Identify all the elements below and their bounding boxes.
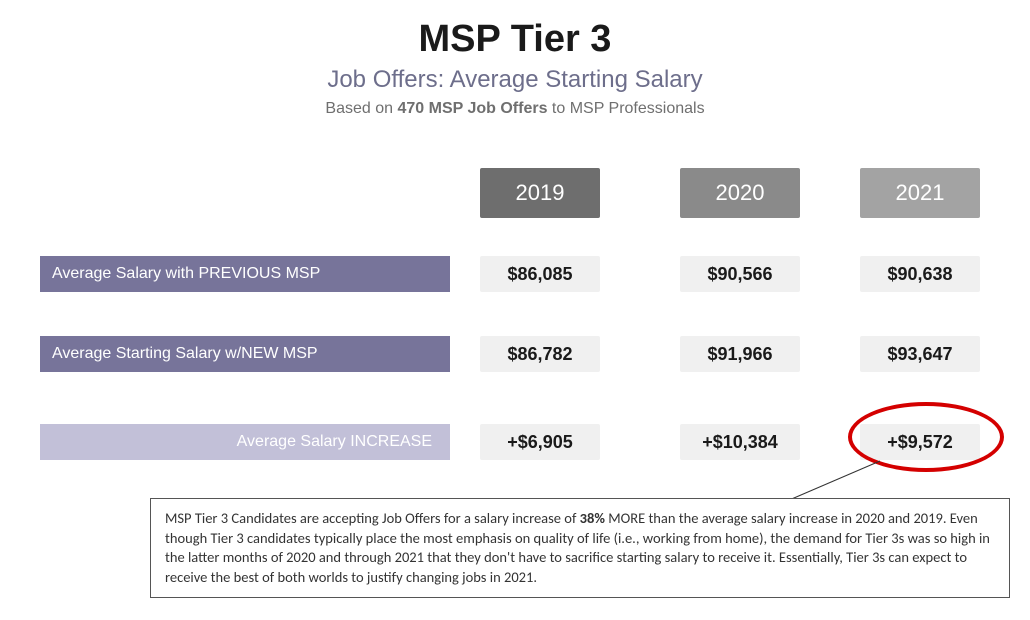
cell-inc-2019: +$6,905 — [480, 424, 600, 460]
year-header-2019: 2019 — [480, 168, 600, 218]
callout-text-bold: 38% — [580, 509, 605, 527]
infographic-page: MSP Tier 3 Job Offers: Average Starting … — [0, 0, 1030, 620]
caption-bold: 470 MSP Job Offers — [397, 100, 547, 117]
cell-prev-2019: $86,085 — [480, 256, 600, 292]
row-label-new-msp: Average Starting Salary w/NEW MSP — [40, 336, 450, 372]
caption-pre: Based on — [325, 100, 397, 117]
callout-box: MSP Tier 3 Candidates are accepting Job … — [150, 498, 1010, 598]
cell-inc-2021: +$9,572 — [860, 424, 980, 460]
year-header-2020: 2020 — [680, 168, 800, 218]
caption-post: to MSP Professionals — [547, 100, 704, 117]
callout-text-1: MSP Tier 3 Candidates are accepting Job … — [165, 509, 580, 527]
cell-prev-2021: $90,638 — [860, 256, 980, 292]
page-subtitle: Job Offers: Average Starting Salary — [0, 66, 1030, 94]
cell-new-2021: $93,647 — [860, 336, 980, 372]
row-label-previous-msp: Average Salary with PREVIOUS MSP — [40, 256, 450, 292]
cell-new-2019: $86,782 — [480, 336, 600, 372]
cell-new-2020: $91,966 — [680, 336, 800, 372]
page-caption: Based on 470 MSP Job Offers to MSP Profe… — [0, 100, 1030, 118]
cell-prev-2020: $90,566 — [680, 256, 800, 292]
year-header-2021: 2021 — [860, 168, 980, 218]
cell-inc-2020: +$10,384 — [680, 424, 800, 460]
row-label-increase: Average Salary INCREASE — [40, 424, 450, 460]
page-title: MSP Tier 3 — [0, 18, 1030, 61]
